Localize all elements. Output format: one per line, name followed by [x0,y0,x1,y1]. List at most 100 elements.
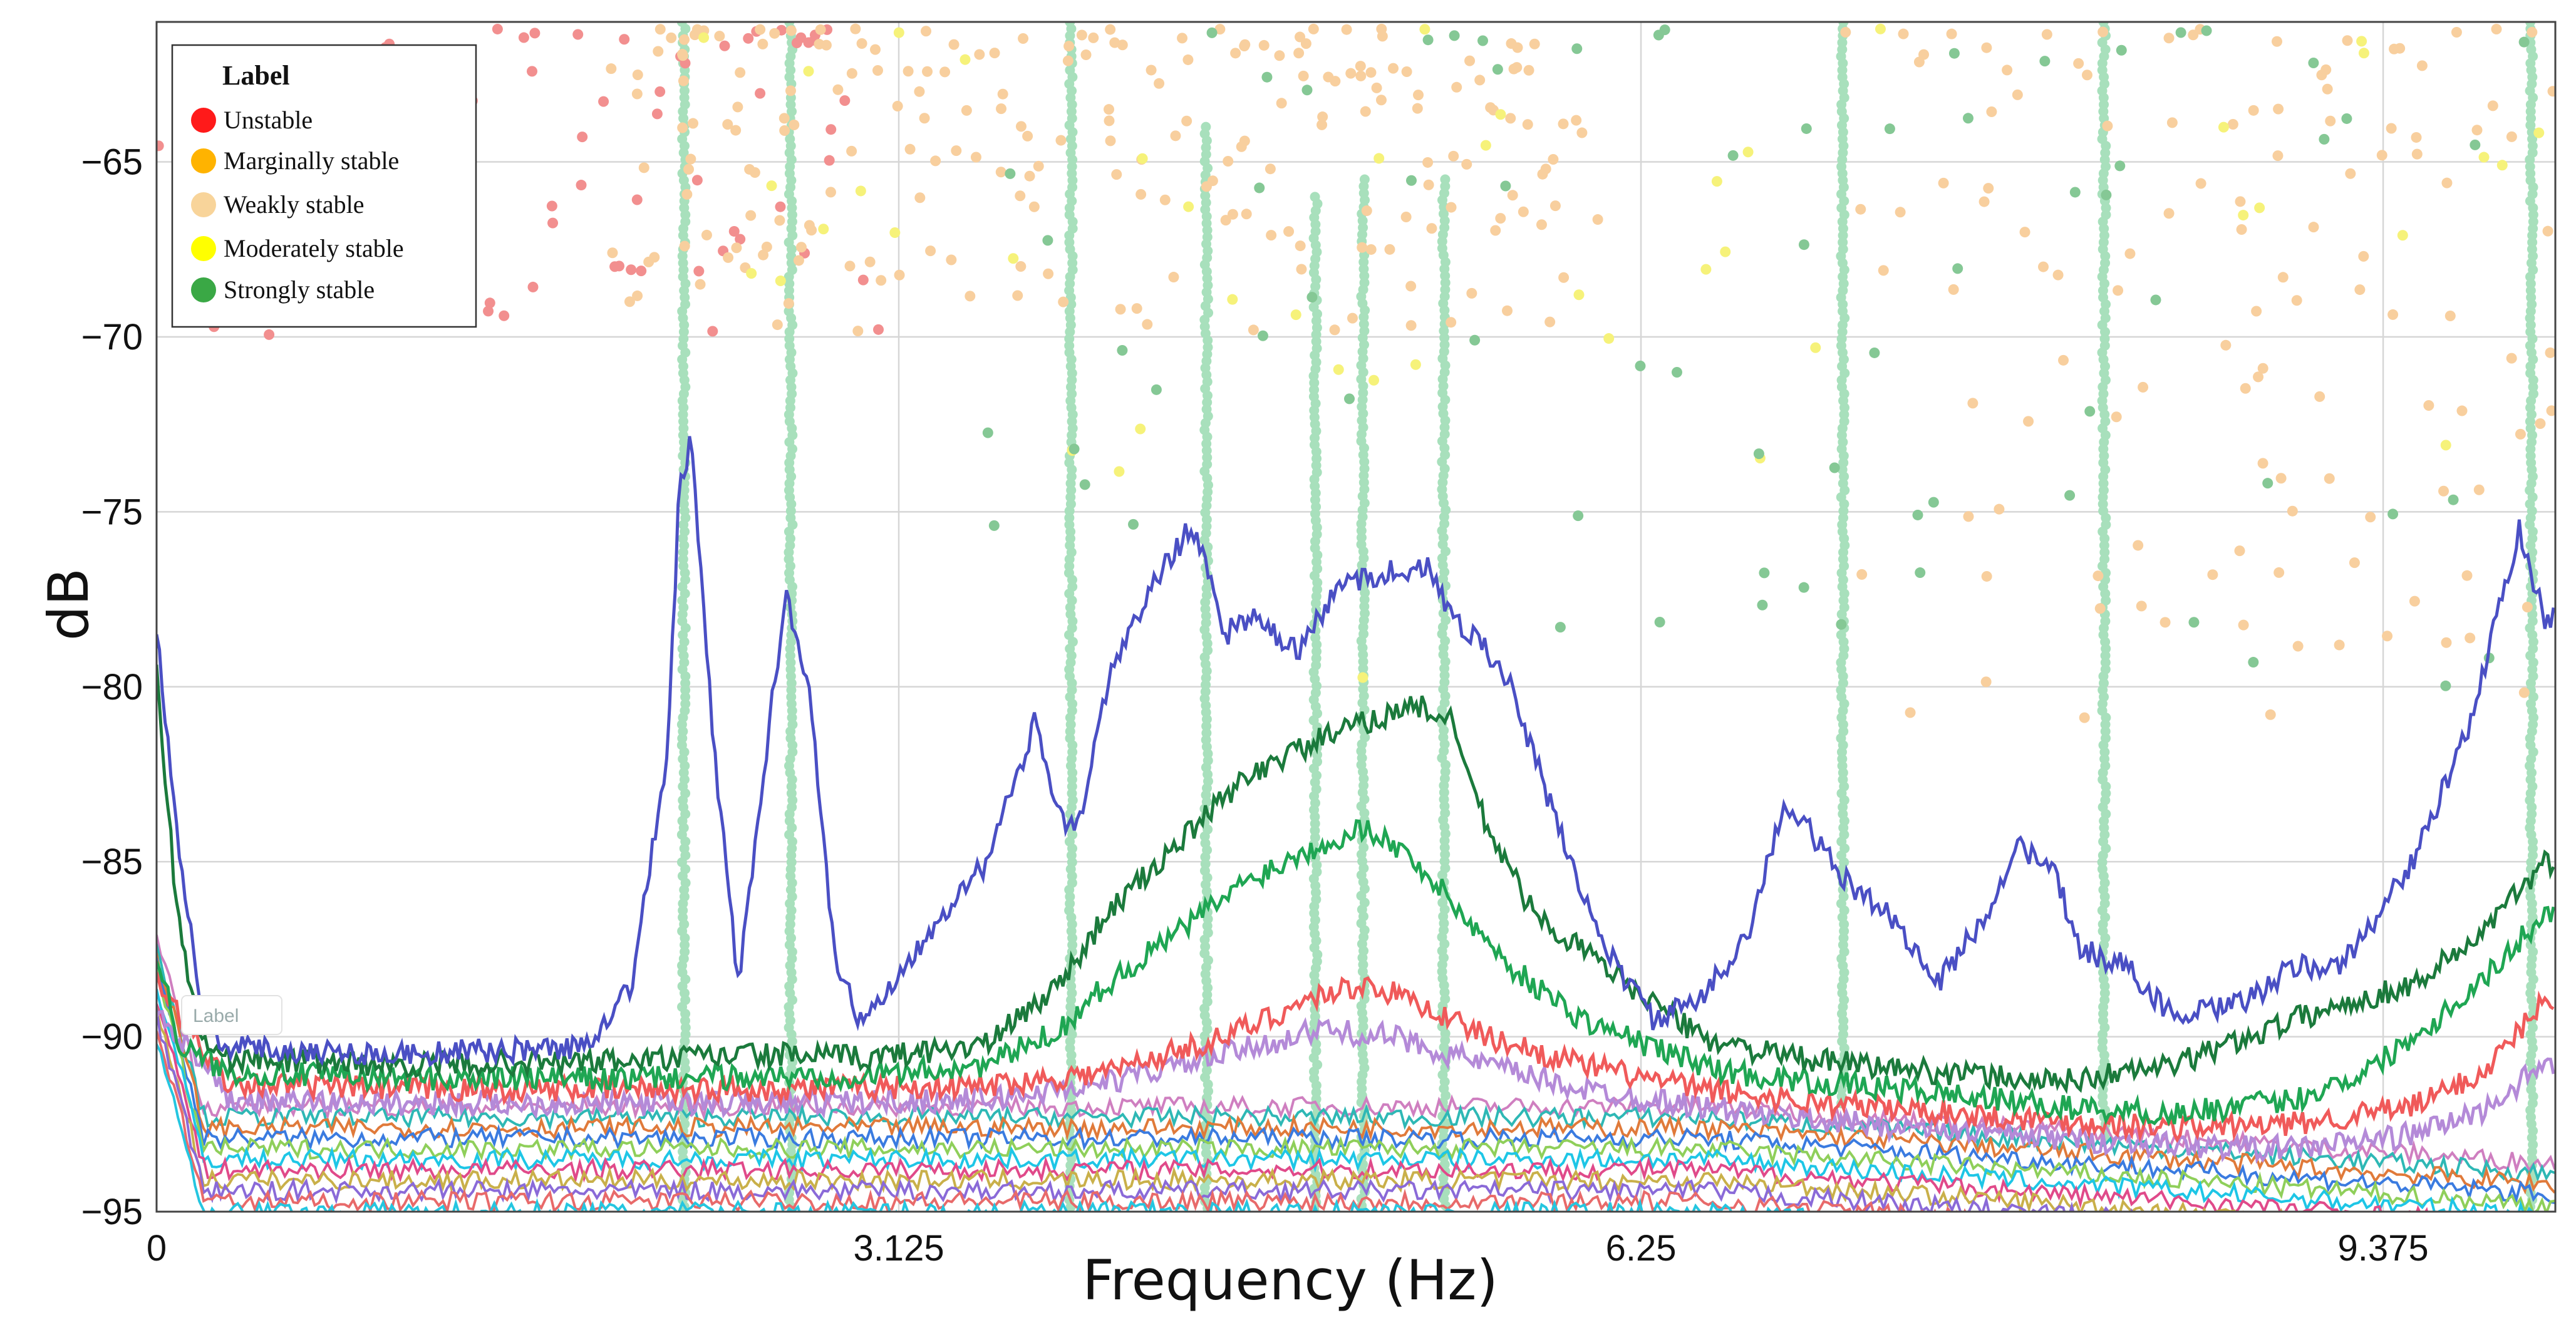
pole-point [839,95,851,106]
pole-point [1979,196,1990,207]
pole-point [2039,56,2051,67]
pole-point [631,88,643,100]
pole-point [1840,26,1851,38]
pole-point [995,167,1006,178]
pole-point [1182,54,1194,65]
pole-point [677,122,688,133]
pole-point [1413,90,1424,101]
pole-point [1986,106,1997,117]
pole-point [683,163,695,175]
pole-point [701,229,712,240]
pole-point [572,29,584,40]
pole-point [919,113,930,124]
pole-point [846,145,857,157]
spectrum-series-line [157,1009,2555,1164]
pole-point [691,24,703,35]
pole-point [2236,224,2247,235]
pole-point [2542,225,2553,237]
pole-point [2292,641,2304,652]
pole-point [1329,324,1340,336]
pole-point [1142,319,1153,330]
pole-point [723,252,734,263]
pole-point [974,49,985,60]
pole-point [654,24,666,35]
pole-point [921,26,932,37]
pole-point [2069,187,2081,198]
stable-pole-point [1312,750,1323,760]
pole-point [728,225,740,237]
pole-point [2235,196,2246,207]
pole-point [1449,30,1460,41]
stable-pole-point [678,905,688,915]
legend: Label Unstable Marginally stable Weakly … [171,44,477,328]
pole-point [1033,160,1044,172]
pole-point [2496,160,2508,171]
stable-pole-point [1358,656,1368,667]
stable-pole-point [1839,919,1849,929]
pole-point [2411,131,2422,143]
pole-point [1301,85,1313,96]
pole-point [2487,100,2498,111]
pole-point [1375,95,1387,106]
pole-point [766,180,777,192]
pole-point [2277,272,2289,283]
y-tick-label: −65 [81,142,143,183]
pole-point [719,40,730,51]
pole-point [1592,214,1603,225]
pole-point [2316,70,2327,81]
pole-point [2461,570,2473,581]
pole-point [2291,295,2302,306]
stable-pole-point [2528,837,2538,847]
pole-point [2002,64,2013,76]
stable-pole-point [1311,860,1322,870]
pole-point [961,105,972,116]
stable-pole-point [784,547,794,557]
pole-point [1537,168,1548,180]
pole-point [1405,175,1417,186]
pole-point [492,23,503,34]
pole-point [892,100,903,111]
pole-point [1151,384,1162,395]
pole-point [2101,189,2112,200]
pole-point [1742,147,1754,158]
pole-point [1261,71,1273,83]
pole-point [745,210,757,221]
pole-point [1573,510,1584,522]
pole-point [2518,36,2530,48]
pole-point [2272,150,2284,162]
pole-point [1495,213,1506,224]
pole-point [1345,68,1357,79]
pole-point [2527,26,2538,38]
pole-point [2441,637,2452,648]
legend-item-unstable: Unstable [191,106,313,134]
noise-floor-line [157,944,2555,1182]
pole-point [870,44,881,55]
pole-point [1154,78,1165,89]
pole-point [1928,497,1939,508]
stable-pole-point [787,210,797,220]
stable-pole-point [2527,802,2537,812]
legend-item-marginally-stable: Marginally stable [191,147,399,175]
legend-marker-marginally-stable [191,148,216,173]
pole-point [1952,263,1963,274]
pole-point [576,180,587,191]
pole-point [1296,264,1307,275]
pole-point [2491,23,2502,34]
pole-point [856,38,867,49]
pole-point [846,68,857,79]
pole-point [695,279,706,290]
pole-point [758,249,769,260]
pole-point [1480,140,1491,151]
pole-point [606,63,617,75]
pole-point [894,269,905,281]
pole-point [1576,127,1588,138]
pole-point [1371,82,1382,93]
pole-point [1507,190,1518,201]
x-tick-label: 9.375 [2337,1228,2428,1269]
pole-point [651,108,663,120]
pole-point [1341,24,1352,35]
pole-point [988,520,1000,531]
pole-point [793,255,804,266]
pole-point [2133,540,2144,551]
pole-point [1043,268,1054,279]
